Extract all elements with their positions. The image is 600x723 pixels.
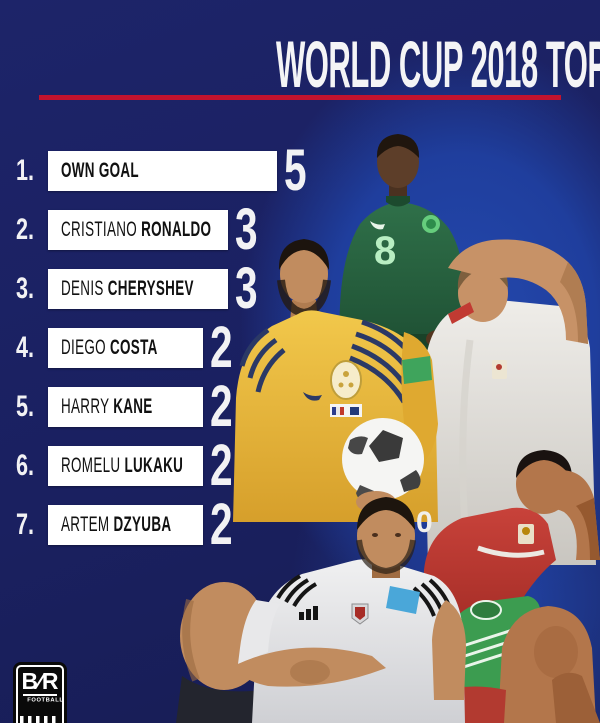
player-last-name: COSTA xyxy=(109,336,158,359)
player-name: CRISTIANO RONALDO xyxy=(61,218,211,242)
player-first-name: DIEGO xyxy=(61,336,106,359)
br-football-logo: B⁄R FOOTBALL xyxy=(13,662,67,723)
rank-number: 7. xyxy=(16,508,35,541)
br-logo-divider xyxy=(22,694,58,696)
player-name: ROMELU LUKAKU xyxy=(61,454,183,478)
scorer-list: 1. OWN GOAL 5 2. CRISTIANO RONALDO 3 3. xyxy=(0,138,600,564)
goal-count: 2 xyxy=(210,492,233,557)
rank-number: 3. xyxy=(16,272,35,305)
scorer-row: 4. DIEGO COSTA 2 xyxy=(0,315,600,380)
goal-count: 2 xyxy=(210,433,233,498)
photo-egypt-player xyxy=(176,497,466,723)
scorer-row: 6. ROMELU LUKAKU 2 xyxy=(0,433,600,498)
title-underline xyxy=(39,95,561,100)
scorer-bar: CRISTIANO RONALDO xyxy=(48,210,228,250)
scorer-bar: DIEGO COSTA xyxy=(48,328,203,368)
player-name: OWN GOAL xyxy=(61,159,139,183)
goal-count: 2 xyxy=(210,315,233,380)
scorer-row: 7. ARTEM DZYUBA 2 xyxy=(0,492,600,557)
page-title-text: WORLD CUP 2018 TOP SCORERS xyxy=(275,27,600,101)
scorer-bar: HARRY KANE xyxy=(48,387,203,427)
br-logo-subtitle: FOOTBALL xyxy=(27,697,64,704)
br-logo-brand: B⁄R xyxy=(21,668,59,694)
scorer-row: 2. CRISTIANO RONALDO 3 xyxy=(0,197,600,262)
player-first-name: DENIS xyxy=(61,277,104,300)
player-first-name: ROMELU xyxy=(61,454,121,477)
player-first-name: ARTEM xyxy=(61,513,110,536)
goal-count: 2 xyxy=(210,374,233,439)
player-name: HARRY KANE xyxy=(61,395,153,419)
br-logo-shield: B⁄R FOOTBALL xyxy=(16,665,64,723)
photo-australia-player xyxy=(233,239,438,522)
scorer-bar: ROMELU LUKAKU xyxy=(48,446,203,486)
player-first-name: CRISTIANO xyxy=(61,218,138,241)
page-title: WORLD CUP 2018 TOP SCORERS xyxy=(0,27,600,101)
scorer-bar: OWN GOAL xyxy=(48,151,277,191)
player-first-name: HARRY xyxy=(61,395,110,418)
rank-number: 1. xyxy=(16,154,35,187)
scorer-row: 5. HARRY KANE 2 xyxy=(0,374,600,439)
player-last-name: DZYUBA xyxy=(113,513,172,536)
rank-number: 5. xyxy=(16,390,35,423)
player-last-name: KANE xyxy=(113,395,153,418)
goal-count: 3 xyxy=(235,197,258,262)
scorer-row: 3. DENIS CHERYSHEV 3 xyxy=(0,256,600,321)
goal-count: 3 xyxy=(235,256,258,321)
scorer-row: 1. OWN GOAL 5 xyxy=(0,138,600,203)
player-last-name: CHERYSHEV xyxy=(107,277,194,300)
scorer-bar: DENIS CHERYSHEV xyxy=(48,269,228,309)
rank-number: 2. xyxy=(16,213,35,246)
player-name: ARTEM DZYUBA xyxy=(61,513,171,537)
player-last-name: OWN GOAL xyxy=(61,159,139,182)
nigeria-jersey-number: 8 xyxy=(374,229,396,273)
player-last-name: RONALDO xyxy=(141,218,212,241)
rank-number: 4. xyxy=(16,331,35,364)
player-last-name: LUKAKU xyxy=(124,454,184,477)
br-logo-stripes xyxy=(20,716,60,723)
rank-number: 6. xyxy=(16,449,35,482)
scorer-bar: ARTEM DZYUBA xyxy=(48,505,203,545)
player-name: DENIS CHERYSHEV xyxy=(61,277,194,301)
morocco-jersey-number: 0 xyxy=(416,506,433,539)
goal-count: 5 xyxy=(284,138,307,203)
player-name: DIEGO COSTA xyxy=(61,336,158,360)
